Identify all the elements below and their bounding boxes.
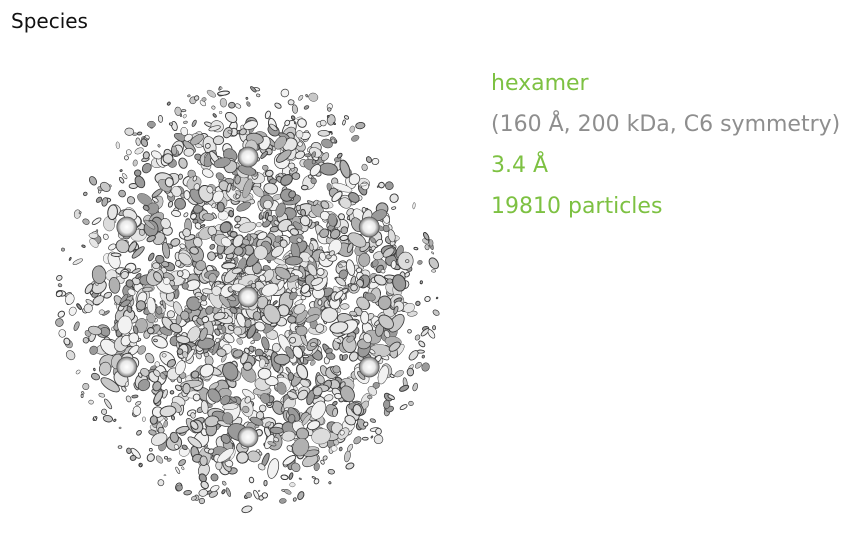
density-map-image [55,86,440,514]
species-name: hexamer [491,71,589,96]
species-info: hexamer (160 Å, 200 kDa, C6 symmetry) 3.… [491,63,851,227]
species-details: (160 Å, 200 kDa, C6 symmetry) [491,112,841,137]
species-resolution: 3.4 Å [491,153,549,178]
species-particles: 19810 particles [491,194,663,219]
section-title: Species [11,9,88,33]
density-map-icon [38,72,468,532]
